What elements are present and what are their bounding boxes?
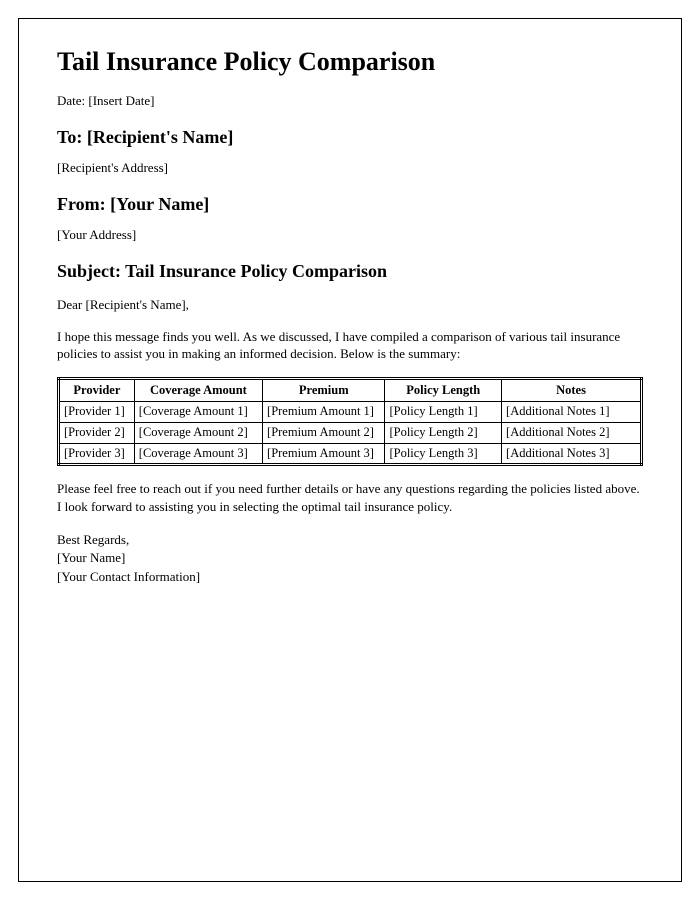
cell-premium: [Premium Amount 1] <box>263 402 385 423</box>
cell-provider: [Provider 2] <box>59 422 135 443</box>
table-row: [Provider 3] [Coverage Amount 3] [Premiu… <box>59 443 642 465</box>
signoff-contact: [Your Contact Information] <box>57 568 643 586</box>
cell-length: [Policy Length 3] <box>385 443 502 465</box>
signoff-block: Best Regards, [Your Name] [Your Contact … <box>57 531 643 586</box>
intro-paragraph: I hope this message finds you well. As w… <box>57 328 643 363</box>
from-address: [Your Address] <box>57 227 643 243</box>
col-header-notes: Notes <box>502 378 642 402</box>
cell-coverage: [Coverage Amount 3] <box>134 443 262 465</box>
to-heading: To: [Recipient's Name] <box>57 127 643 148</box>
salutation: Dear [Recipient's Name], <box>57 296 643 314</box>
col-header-coverage: Coverage Amount <box>134 378 262 402</box>
cell-notes: [Additional Notes 1] <box>502 402 642 423</box>
col-header-length: Policy Length <box>385 378 502 402</box>
cell-premium: [Premium Amount 2] <box>263 422 385 443</box>
cell-notes: [Additional Notes 2] <box>502 422 642 443</box>
table-row: [Provider 2] [Coverage Amount 2] [Premiu… <box>59 422 642 443</box>
cell-coverage: [Coverage Amount 1] <box>134 402 262 423</box>
signoff-regards: Best Regards, <box>57 531 643 549</box>
cell-premium: [Premium Amount 3] <box>263 443 385 465</box>
cell-provider: [Provider 1] <box>59 402 135 423</box>
table-header-row: Provider Coverage Amount Premium Policy … <box>59 378 642 402</box>
cell-notes: [Additional Notes 3] <box>502 443 642 465</box>
to-address: [Recipient's Address] <box>57 160 643 176</box>
cell-length: [Policy Length 1] <box>385 402 502 423</box>
closing-paragraph: Please feel free to reach out if you nee… <box>57 480 643 515</box>
table-row: [Provider 1] [Coverage Amount 1] [Premiu… <box>59 402 642 423</box>
cell-length: [Policy Length 2] <box>385 422 502 443</box>
from-heading: From: [Your Name] <box>57 194 643 215</box>
subject-heading: Subject: Tail Insurance Policy Compariso… <box>57 261 643 282</box>
cell-provider: [Provider 3] <box>59 443 135 465</box>
col-header-provider: Provider <box>59 378 135 402</box>
col-header-premium: Premium <box>263 378 385 402</box>
comparison-table: Provider Coverage Amount Premium Policy … <box>57 377 643 467</box>
cell-coverage: [Coverage Amount 2] <box>134 422 262 443</box>
page-border: Tail Insurance Policy Comparison Date: [… <box>18 18 682 882</box>
signoff-name: [Your Name] <box>57 549 643 567</box>
date-line: Date: [Insert Date] <box>57 93 643 109</box>
page-title: Tail Insurance Policy Comparison <box>57 47 643 77</box>
